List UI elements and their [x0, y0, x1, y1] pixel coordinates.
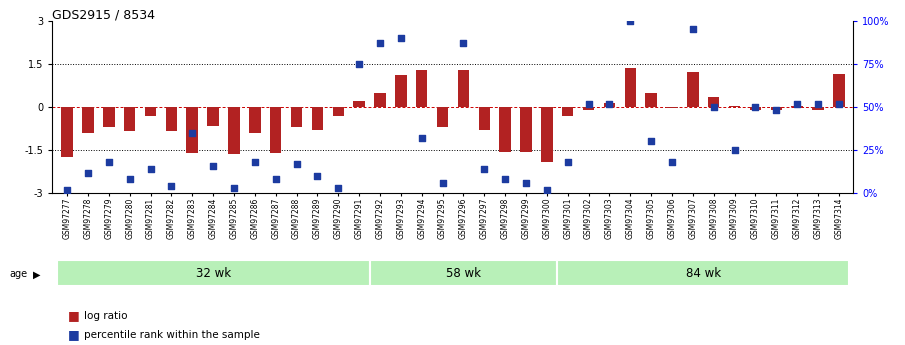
Bar	[500, 107, 510, 151]
Point	[748, 104, 763, 110]
Bar	[583, 107, 595, 110]
Point	[248, 159, 262, 165]
Bar	[624, 68, 636, 107]
Point	[811, 101, 825, 106]
Bar	[687, 72, 699, 107]
Bar	[562, 107, 574, 116]
Point	[769, 108, 784, 113]
Point	[435, 180, 450, 186]
Bar	[57, 260, 369, 286]
Bar	[249, 107, 261, 133]
Bar	[369, 260, 557, 286]
Bar	[770, 107, 782, 110]
Text: ■: ■	[68, 309, 80, 322]
Bar	[332, 107, 344, 116]
Bar	[374, 92, 386, 107]
Point	[373, 40, 387, 46]
Bar	[520, 107, 532, 151]
Point	[643, 139, 658, 144]
Bar	[666, 107, 678, 108]
Point	[498, 177, 512, 182]
Point	[227, 185, 242, 191]
Text: age: age	[9, 269, 27, 279]
Point	[331, 185, 346, 191]
Bar	[103, 107, 115, 127]
Bar	[604, 103, 615, 107]
Point	[205, 163, 220, 168]
Point	[477, 166, 491, 172]
Text: ▶: ▶	[33, 269, 40, 279]
Point	[414, 135, 429, 141]
Point	[394, 35, 408, 41]
Bar	[834, 74, 844, 107]
Bar	[708, 97, 719, 107]
Point	[60, 187, 74, 193]
Text: GDS2915 / 8534: GDS2915 / 8534	[52, 9, 156, 22]
Bar	[416, 70, 427, 107]
Point	[581, 101, 595, 106]
Bar	[353, 101, 365, 107]
Bar	[62, 107, 72, 157]
Point	[352, 61, 367, 67]
Bar	[270, 107, 281, 153]
Point	[122, 177, 137, 182]
Point	[602, 101, 616, 106]
Bar	[479, 107, 490, 130]
Point	[519, 180, 533, 186]
Point	[707, 104, 721, 110]
Bar	[207, 107, 219, 126]
Point	[664, 159, 679, 165]
Bar	[458, 70, 469, 107]
Text: percentile rank within the sample: percentile rank within the sample	[84, 330, 260, 339]
Bar	[311, 107, 323, 130]
Bar	[812, 107, 824, 110]
Bar	[645, 92, 657, 107]
Bar	[124, 107, 136, 131]
Bar	[729, 106, 740, 107]
Point	[185, 130, 199, 136]
Point	[164, 184, 178, 189]
Point	[269, 177, 283, 182]
Point	[310, 173, 325, 179]
Point	[81, 170, 95, 175]
Point	[686, 27, 700, 32]
Point	[560, 159, 575, 165]
Point	[790, 101, 805, 106]
Bar	[791, 106, 803, 107]
Text: log ratio: log ratio	[84, 311, 128, 321]
Point	[832, 101, 846, 106]
Text: 84 wk: 84 wk	[686, 267, 720, 280]
Bar	[541, 107, 553, 161]
Point	[539, 187, 554, 193]
Point	[101, 159, 116, 165]
Bar	[228, 107, 240, 155]
Text: 58 wk: 58 wk	[446, 267, 481, 280]
Text: ■: ■	[68, 328, 80, 341]
Bar	[186, 107, 198, 153]
Point	[290, 161, 304, 167]
Bar	[291, 107, 302, 127]
Bar	[557, 260, 849, 286]
Text: 32 wk: 32 wk	[195, 267, 231, 280]
Bar	[145, 107, 157, 116]
Bar	[749, 107, 761, 110]
Bar	[82, 107, 94, 133]
Point	[143, 166, 157, 172]
Bar	[437, 107, 448, 127]
Bar	[166, 107, 177, 131]
Bar	[395, 75, 406, 107]
Point	[456, 40, 471, 46]
Point	[728, 147, 742, 153]
Point	[623, 18, 637, 23]
